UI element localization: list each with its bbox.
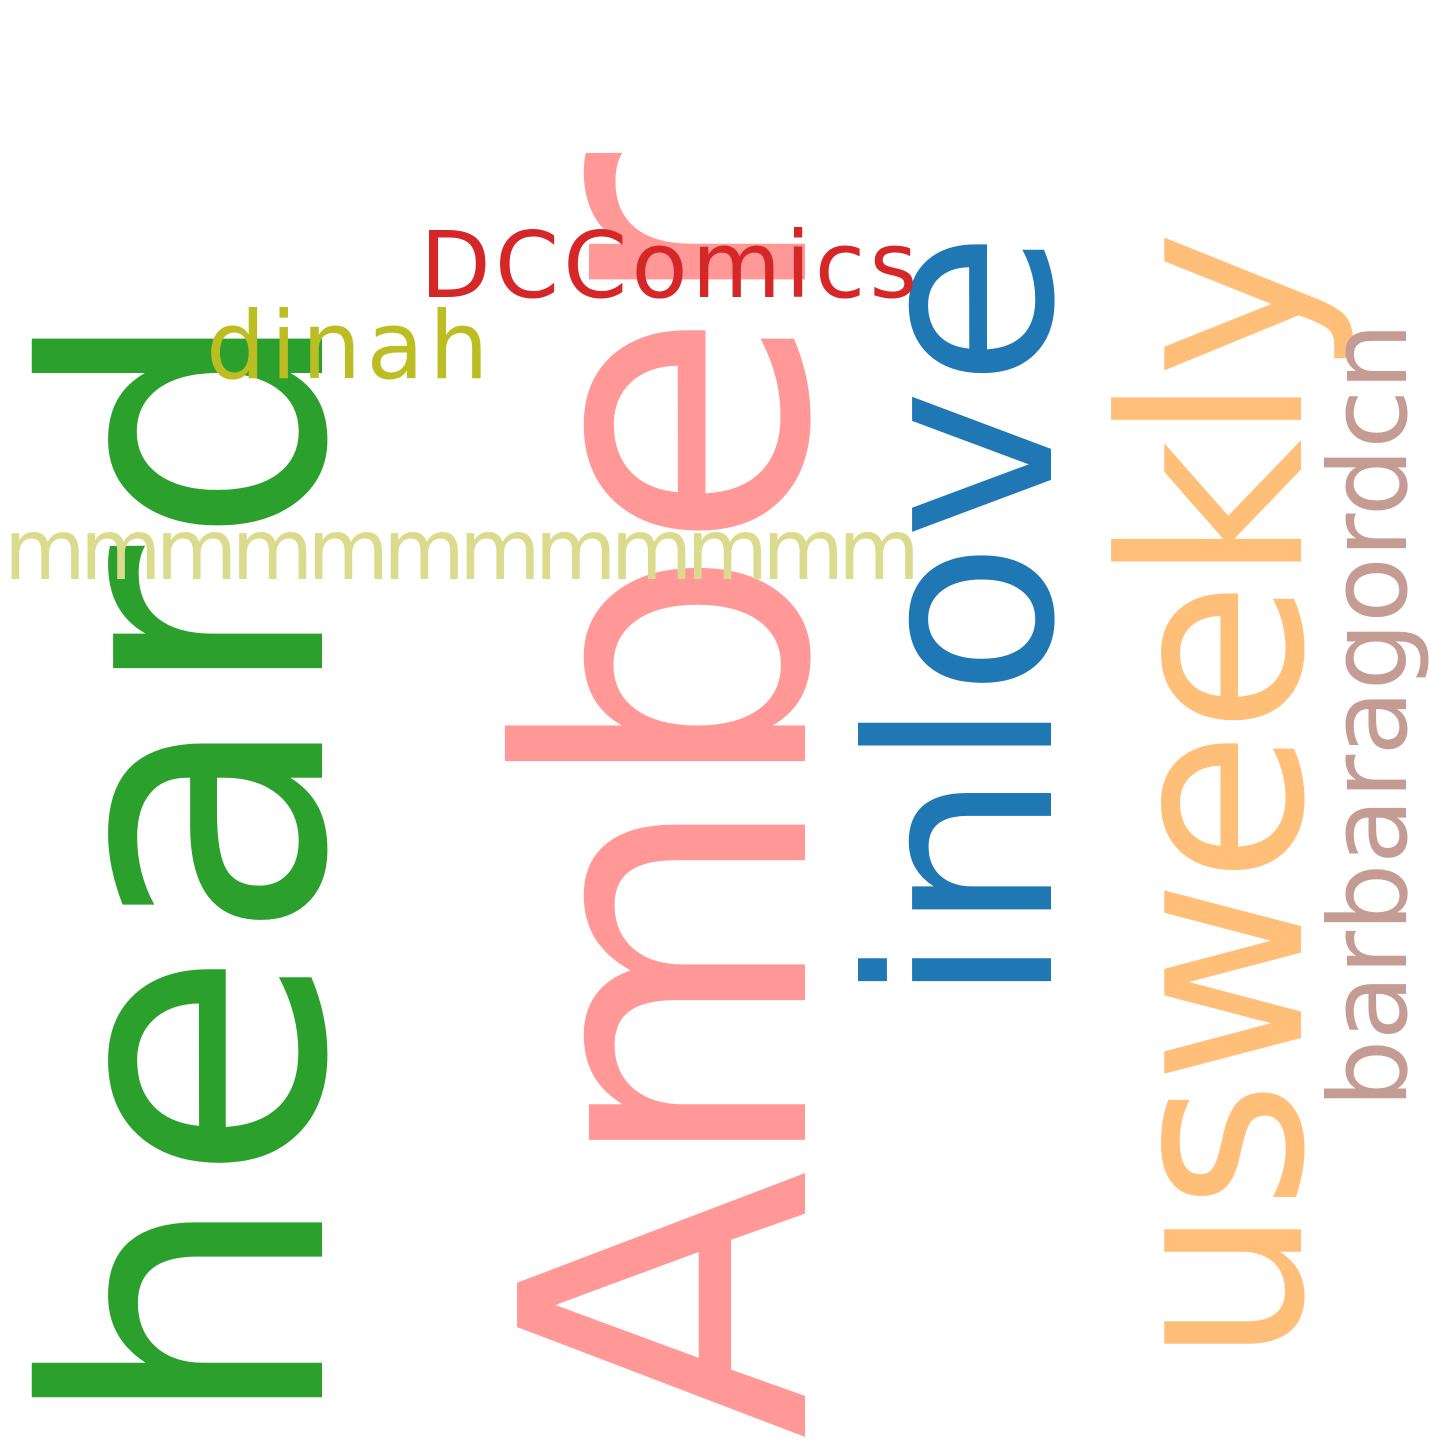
word-dinah: dinah	[206, 292, 494, 401]
word-dccomics: DCComics	[420, 212, 922, 319]
word-barbaragordcn: barbaragordcn	[1307, 323, 1432, 1108]
word-amber: Amber	[439, 158, 899, 1440]
word-heard: heard	[0, 297, 413, 1432]
word-inlove: inlove	[815, 228, 1111, 1005]
word-usweekly: usweekly	[1069, 234, 1360, 1365]
word-mmmmmmmmmmmm: mmmmmmmmmmmm	[4, 501, 920, 599]
